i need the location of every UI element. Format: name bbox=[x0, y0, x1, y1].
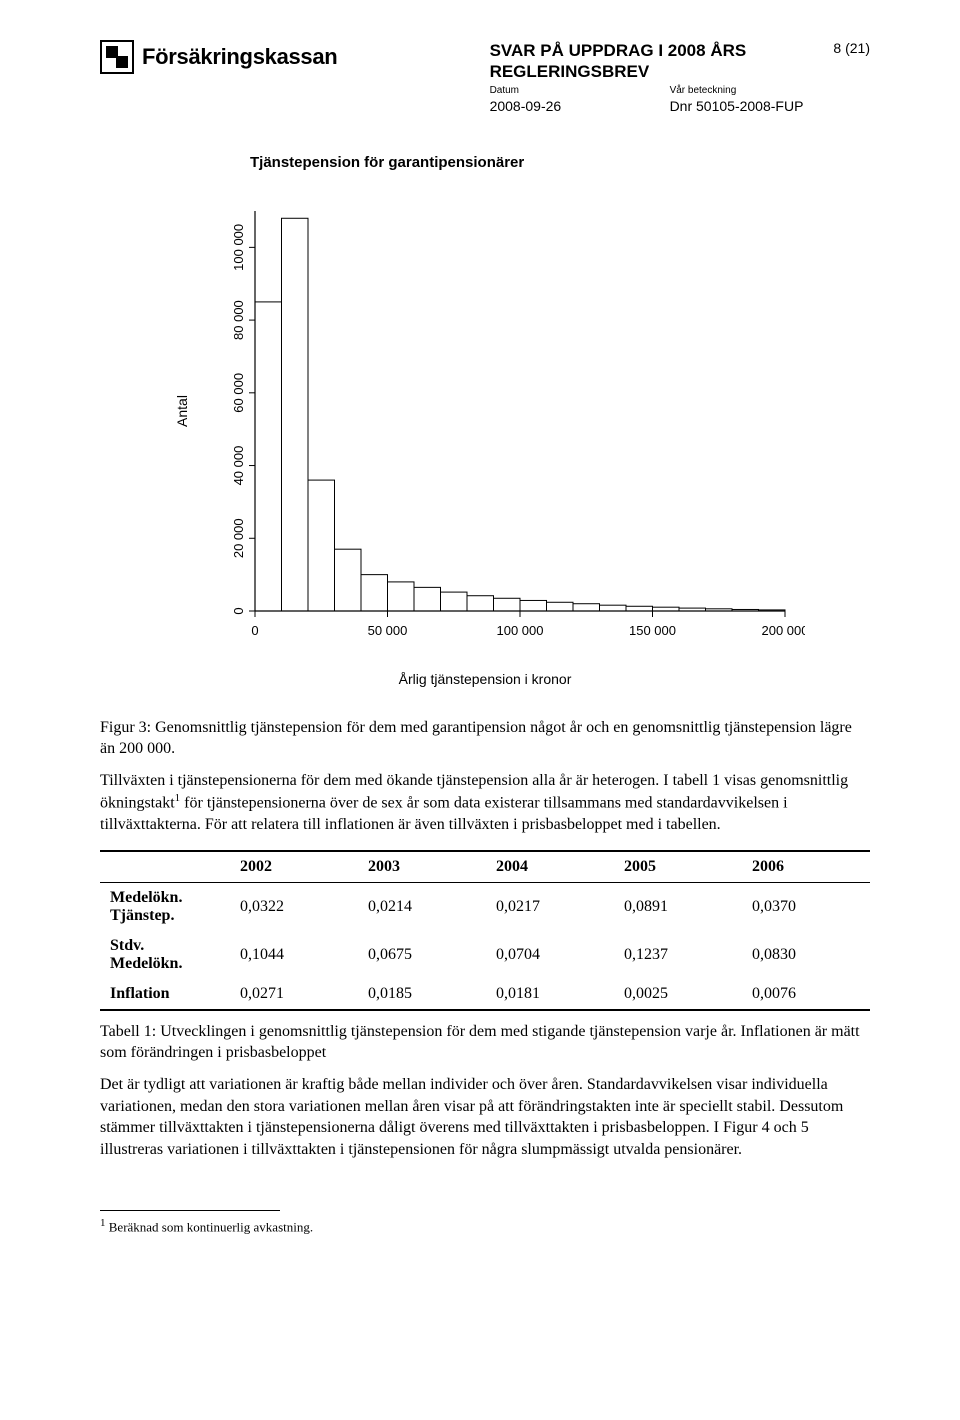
table-cell: 0,0185 bbox=[358, 979, 486, 1010]
x-tick-label: 50 000 bbox=[368, 623, 408, 638]
footnote-rule bbox=[100, 1210, 280, 1211]
chart-bar bbox=[255, 301, 282, 610]
datum-label: Datum bbox=[490, 85, 670, 96]
table-cell: 0,0214 bbox=[358, 882, 486, 931]
chart-title: Tjänstepension för garantipensionärer bbox=[250, 154, 870, 171]
brand-name: Försäkringskassan bbox=[142, 44, 337, 70]
table-row: Medelökn.Tjänstep.0,03220,02140,02170,08… bbox=[100, 882, 870, 931]
para1-part2: för tjänstepensionerna över de sex år so… bbox=[100, 795, 788, 834]
y-tick-label: 20 000 bbox=[231, 518, 246, 558]
table-cell: 0,0217 bbox=[486, 882, 614, 931]
y-tick-label: 60 000 bbox=[231, 372, 246, 412]
table-row: Stdv.Medelökn.0,10440,06750,07040,12370,… bbox=[100, 931, 870, 979]
table-col-header: 2006 bbox=[742, 851, 870, 883]
table-cell: 0,1237 bbox=[614, 931, 742, 979]
table-row: Inflation0,02710,01850,01810,00250,0076 bbox=[100, 979, 870, 1010]
chart-bar bbox=[467, 595, 494, 610]
chart-bar bbox=[282, 218, 309, 611]
table-cell: 0,0322 bbox=[230, 882, 358, 931]
table-cell: 0,1044 bbox=[230, 931, 358, 979]
table-cell: 0,0181 bbox=[486, 979, 614, 1010]
y-tick-label: 40 000 bbox=[231, 445, 246, 485]
y-tick-label: 100 000 bbox=[231, 223, 246, 270]
table-row-label: Medelökn.Tjänstep. bbox=[100, 882, 230, 931]
x-tick-label: 100 000 bbox=[497, 623, 544, 638]
page-header: Försäkringskassan SVAR PÅ UPPDRAG I 2008… bbox=[100, 40, 870, 114]
doc-title-line1: SVAR PÅ UPPDRAG I 2008 ÅRS bbox=[490, 40, 804, 61]
chart-bar bbox=[441, 592, 468, 611]
chart-bar bbox=[494, 598, 521, 611]
beteckning-label: Vår beteckning bbox=[670, 85, 737, 96]
table-cell: 0,0076 bbox=[742, 979, 870, 1010]
table-cell: 0,0370 bbox=[742, 882, 870, 931]
chart-svg: 0 50 000 100 000 150 000 200 000 0 20 000 40 00… bbox=[165, 201, 805, 661]
paragraph-1: Tillväxten i tjänstepensionerna för dem … bbox=[100, 770, 870, 836]
chart-ylabel: Antal bbox=[174, 395, 190, 427]
x-tick-label: 200 000 bbox=[762, 623, 806, 638]
chart-bar bbox=[573, 603, 600, 610]
chart-bar bbox=[308, 480, 335, 611]
figure-caption: Figur 3: Genomsnittlig tjänstepension fö… bbox=[100, 717, 870, 760]
table-row-label: Inflation bbox=[100, 979, 230, 1010]
table-cell: 0,0830 bbox=[742, 931, 870, 979]
chart-xlabel: Årlig tjänstepension i kronor bbox=[165, 671, 805, 687]
chart-bar bbox=[520, 600, 547, 611]
chart-bar bbox=[626, 606, 653, 611]
table-col-header: 2003 bbox=[358, 851, 486, 883]
table-cell: 0,0675 bbox=[358, 931, 486, 979]
brand-logo: Försäkringskassan bbox=[100, 40, 337, 74]
table-col-header: 2002 bbox=[230, 851, 358, 883]
chart-bar bbox=[600, 605, 627, 611]
table-cell: 0,0271 bbox=[230, 979, 358, 1010]
header-doc-info: SVAR PÅ UPPDRAG I 2008 ÅRS REGLERINGSBRE… bbox=[490, 40, 804, 114]
y-tick-label: 0 bbox=[231, 607, 246, 614]
chart-bar bbox=[547, 602, 574, 611]
beteckning-value: Dnr 50105-2008-FUP bbox=[670, 98, 804, 114]
datum-value: 2008-09-26 bbox=[490, 98, 670, 114]
table-col-header: 2005 bbox=[614, 851, 742, 883]
x-tick-label: 150 000 bbox=[629, 623, 676, 638]
table-cell: 0,0704 bbox=[486, 931, 614, 979]
logo-icon bbox=[100, 40, 134, 74]
paragraph-2: Det är tydligt att variationen är krafti… bbox=[100, 1074, 870, 1160]
chart-bar bbox=[335, 549, 362, 611]
table-col-header: 2004 bbox=[486, 851, 614, 883]
chart-bar bbox=[414, 587, 441, 611]
x-tick-label: 0 bbox=[251, 623, 258, 638]
histogram-chart: 0 50 000 100 000 150 000 200 000 0 20 000 40 00… bbox=[165, 201, 805, 687]
table-caption: Tabell 1: Utvecklingen i genomsnittlig t… bbox=[100, 1021, 870, 1064]
doc-title-line2: REGLERINGSBREV bbox=[490, 61, 804, 82]
table-cell: 0,0025 bbox=[614, 979, 742, 1010]
y-tick-label: 80 000 bbox=[231, 300, 246, 340]
chart-bar bbox=[361, 574, 388, 610]
table-row-label: Stdv.Medelökn. bbox=[100, 931, 230, 979]
footnote-text: Beräknad som kontinuerlig avkastning. bbox=[106, 1220, 314, 1235]
page-number: 8 (21) bbox=[833, 40, 870, 56]
table-cell: 0,0891 bbox=[614, 882, 742, 931]
growth-table: 20022003200420052006 Medelökn.Tjänstep.0… bbox=[100, 850, 870, 1011]
chart-bar bbox=[388, 581, 415, 610]
footnote: 1 Beräknad som kontinuerlig avkastning. bbox=[100, 1217, 870, 1235]
